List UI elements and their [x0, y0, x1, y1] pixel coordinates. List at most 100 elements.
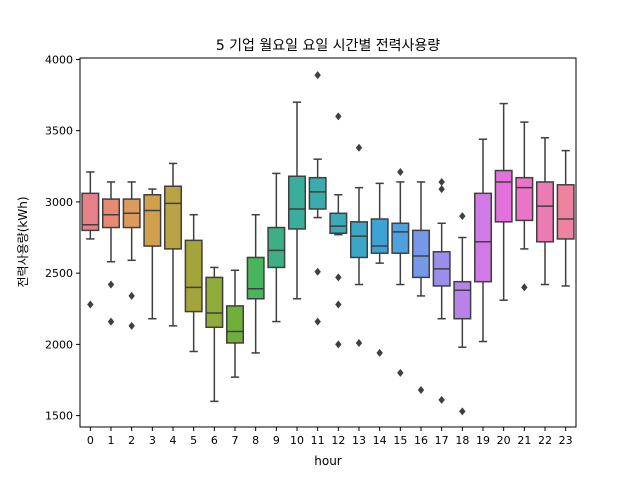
box-hour-20: [494, 102, 513, 301]
x-axis-label: hour: [314, 454, 342, 468]
outlier-point: [438, 395, 445, 404]
box-hour-23: [556, 149, 575, 287]
x-tick-label: 14: [373, 434, 387, 447]
outlier-point: [128, 321, 135, 330]
box-hour-15: [391, 167, 410, 377]
outlier-point: [521, 283, 528, 292]
y-axis-label: 전력사용량(kWh): [16, 197, 30, 288]
box-hour-18: [453, 212, 472, 416]
x-tick-label: 12: [331, 434, 345, 447]
box-hour-12: [329, 112, 348, 349]
box-hour-2: [122, 181, 141, 330]
x-tick-label: 2: [128, 434, 135, 447]
outlier-point: [314, 71, 321, 80]
outlier-point: [397, 167, 404, 176]
y-tick-label: 2000: [45, 338, 73, 351]
outlier-point: [335, 300, 342, 309]
outlier-point: [335, 112, 342, 121]
x-tick-label: 0: [87, 434, 94, 447]
box-iqr: [515, 176, 534, 222]
x-tick-label: 7: [232, 434, 239, 447]
box-hour-1: [101, 181, 121, 326]
box-iqr: [101, 198, 121, 229]
box-hour-6: [205, 266, 224, 403]
x-tick-label: 15: [393, 434, 407, 447]
outlier-point: [438, 177, 445, 186]
x-tick-label: 10: [290, 434, 304, 447]
x-tick-label: 16: [414, 434, 428, 447]
axes-frame: [79, 57, 577, 428]
x-tick-label: 4: [170, 434, 177, 447]
box-iqr: [370, 218, 389, 254]
box-hour-13: [349, 143, 369, 347]
box-iqr: [453, 280, 472, 320]
box-iqr: [556, 184, 575, 240]
outlier-point: [314, 317, 321, 326]
outlier-point: [314, 267, 321, 276]
box-iqr: [308, 176, 327, 210]
outlier-point: [438, 185, 445, 194]
box-iqr: [267, 226, 286, 269]
x-tick-label: 20: [497, 434, 511, 447]
box-hour-16: [411, 181, 431, 394]
outlier-point: [459, 407, 466, 416]
outlier-point: [107, 317, 115, 326]
box-iqr: [349, 221, 369, 259]
box-iqr: [225, 305, 245, 344]
box-hour-14: [370, 182, 389, 357]
box-hour-5: [184, 213, 203, 353]
box-iqr: [163, 185, 183, 250]
box-iqr: [205, 276, 224, 329]
y-tick-label: 2500: [45, 267, 73, 280]
box-iqr: [287, 175, 307, 230]
box-iqr: [81, 192, 100, 232]
box-hour-10: [287, 101, 307, 300]
box-hour-19: [473, 138, 493, 343]
outlier-point: [107, 280, 115, 289]
box-iqr: [329, 212, 348, 234]
y-tick-label: 4000: [45, 53, 73, 66]
y-tick-label: 3500: [45, 125, 73, 138]
plot-area: [81, 71, 575, 416]
box-iqr: [246, 256, 265, 300]
x-tick-label: 1: [108, 434, 115, 447]
x-tick-label: 13: [352, 434, 366, 447]
box-iqr: [494, 169, 513, 223]
box-iqr: [535, 181, 555, 243]
box-hour-0: [81, 171, 100, 309]
x-tick-label: 5: [190, 434, 197, 447]
box-hour-9: [267, 172, 286, 323]
box-hour-7: [225, 269, 245, 378]
x-tick-label: 9: [273, 434, 280, 447]
outlier-point: [355, 338, 363, 347]
chart-title: 5 기업 월요일 요일 시간별 전력사용량: [216, 38, 440, 54]
x-tick-label: 21: [517, 434, 531, 447]
y-tick-label: 3000: [45, 196, 73, 209]
box-iqr: [473, 192, 493, 283]
x-tick-label: 17: [435, 434, 449, 447]
outlier-point: [355, 143, 363, 152]
box-hour-17: [432, 177, 451, 404]
box-hour-22: [535, 137, 555, 286]
y-tick-label: 1500: [45, 410, 73, 423]
x-tick-label: 3: [149, 434, 156, 447]
box-hour-8: [246, 213, 265, 354]
outlier-point: [376, 348, 383, 357]
outlier-point: [128, 291, 135, 300]
box-iqr: [411, 229, 431, 279]
box-hour-3: [143, 188, 162, 320]
x-tick-label: 23: [559, 434, 573, 447]
x-tick-label: 6: [211, 434, 218, 447]
outlier-point: [397, 368, 404, 377]
box-iqr: [391, 222, 410, 254]
outlier-point: [335, 273, 342, 282]
x-tick-label: 8: [252, 434, 259, 447]
box-hour-4: [163, 162, 183, 327]
outlier-point: [335, 340, 342, 349]
box-iqr: [143, 194, 162, 247]
box-iqr: [184, 239, 203, 313]
outlier-point: [417, 385, 425, 394]
x-tick-label: 19: [476, 434, 490, 447]
